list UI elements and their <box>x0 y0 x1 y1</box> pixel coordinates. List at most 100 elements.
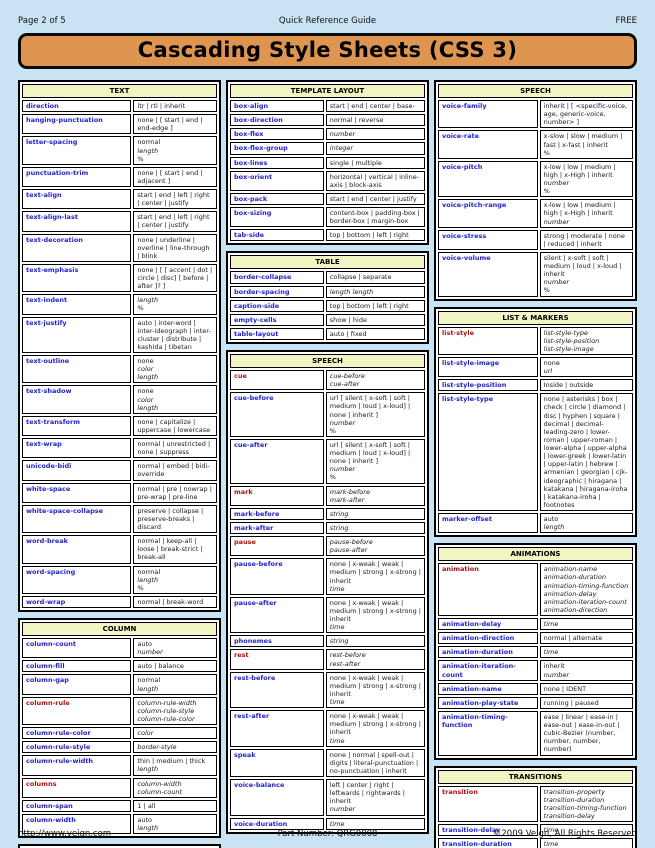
property-value-line: number <box>329 418 356 427</box>
property-value-line: time <box>329 623 345 632</box>
property-values: none color length <box>133 355 217 384</box>
property-name: mark <box>230 485 324 506</box>
property-row: mark-before string <box>230 507 425 520</box>
property-name: list-style <box>438 326 538 355</box>
property-values: string <box>325 521 425 534</box>
property-values: color <box>133 727 217 740</box>
property-values: integer <box>325 142 425 155</box>
property-row: animation-direction normal | alternate <box>438 632 633 645</box>
property-values: none | [ start | end | adjacent ] <box>133 166 217 187</box>
property-value-line: number <box>543 670 570 679</box>
property-row: transition-delay time <box>438 824 633 837</box>
property-name: box-sizing <box>230 207 324 228</box>
column-right: SPEECH voice-family inherit | [ <specific-… <box>434 80 637 848</box>
property-name: text-decoration <box>22 233 132 262</box>
property-value-line: length <box>137 765 159 774</box>
property-values: collapse | separate <box>325 271 425 284</box>
property-row: cue-after url [ silent | x-soft | soft | … <box>230 438 425 484</box>
property-values: inherit | [ <specific-voice, age, generi… <box>539 100 633 129</box>
property-value-line: % <box>329 426 336 435</box>
property-row: voice-pitch x-low | low | medium | high |… <box>438 160 633 198</box>
property-values: border-style <box>133 741 217 754</box>
property-value-line: normal | break-word <box>137 597 204 606</box>
property-name: voice-balance <box>230 779 324 816</box>
property-name: text-transform <box>22 415 132 436</box>
property-value-line: url <box>543 367 553 375</box>
property-value-line: string <box>329 637 349 646</box>
property-value-line: transition-duration <box>543 795 605 804</box>
property-name: direction <box>22 100 132 113</box>
property-value-line: length length <box>329 287 374 296</box>
property-row: column-width auto length <box>22 813 217 835</box>
section-template-layout: TEMPLATE LAYOUT box-align start | end | ce… <box>226 80 429 246</box>
property-row: column-rule-width thin | medium | thick le… <box>22 755 217 776</box>
property-row: word-wrap normal | break-word <box>22 595 217 608</box>
property-value-line: animation-name <box>543 565 598 574</box>
property-value-line: % <box>543 187 550 196</box>
property-values: none url <box>539 356 633 378</box>
property-row: animation-duration time <box>438 646 633 659</box>
property-name: box-pack <box>230 192 324 205</box>
property-name: text-shadow <box>22 385 132 414</box>
page-number: Page 2 of 5 <box>18 16 66 26</box>
property-row: box-lines single | multiple <box>230 156 425 169</box>
property-value-line: transition-timing-function <box>543 803 627 812</box>
property-values: Inside | outside <box>539 379 633 392</box>
property-values: normal | break-word <box>133 595 217 608</box>
property-row: speak none | normal | spell-out | digits … <box>230 748 425 777</box>
property-values: url [ silent | x-soft | soft | medium | … <box>325 392 425 437</box>
property-name: voice-volume <box>438 251 538 297</box>
section-title: LIST & MARKERS <box>438 310 633 325</box>
property-value-line: auto <box>137 640 153 648</box>
property-row: table-layout auto | fixed <box>230 327 425 340</box>
property-name: text-align-last <box>22 211 132 232</box>
property-row: text-align start | end | left | right | c… <box>22 189 217 210</box>
property-values: normal length% <box>133 136 217 165</box>
property-name: speak <box>230 748 324 777</box>
property-value-line: normal | embed | bidi-override <box>137 462 210 479</box>
property-name: pause <box>230 536 324 557</box>
property-name: animation-timing-function <box>438 710 538 756</box>
property-values: length length <box>325 285 425 298</box>
property-value-line: length <box>543 523 565 532</box>
property-value-line: x-low | low | medium | high | x-High | i… <box>543 201 616 218</box>
property-name: text-outline <box>22 355 132 384</box>
property-values: start | end | center | base- <box>325 100 425 113</box>
property-value-line: number <box>329 130 356 139</box>
property-values: none | x-weak | weak | medium | strong |… <box>325 558 425 595</box>
property-value-line: transition-delay <box>543 811 595 820</box>
property-row: letter-spacing normal length% <box>22 136 217 165</box>
property-name: list-style-type <box>438 393 538 511</box>
property-values: normal | embed | bidi-override <box>133 460 217 481</box>
section-text: TEXT direction ltr | rtl | inherit hanging-… <box>18 80 221 612</box>
property-value-line: length <box>137 146 159 155</box>
property-row: pause-before none | x-weak | weak | mediu… <box>230 558 425 595</box>
property-value-line: normal | alternate <box>543 634 603 643</box>
property-name: animation-duration <box>438 646 538 659</box>
property-value-line: color <box>137 365 154 374</box>
property-values: normal | reverse <box>325 114 425 127</box>
property-values: single | multiple <box>325 156 425 169</box>
property-value-line: column-rule-width <box>137 698 197 707</box>
property-value-line: length <box>137 575 159 584</box>
property-value-line: none | x-weak | weak | medium | strong |… <box>329 560 421 585</box>
property-name: cue-after <box>230 438 324 484</box>
property-value-line: length <box>137 373 159 382</box>
property-value-line: number <box>543 179 570 187</box>
property-values: auto length <box>539 513 633 534</box>
property-values: normal | unrestricted | none | suppress <box>133 438 217 459</box>
property-row: column-rule column-rule-width column-rule-… <box>22 696 217 725</box>
property-values: normal | alternate <box>539 632 633 645</box>
property-value-line: animation-timing-function <box>543 581 629 590</box>
property-row: voice-rate x-slow | slow | medium | fast … <box>438 130 633 159</box>
property-value-line: % <box>543 286 550 295</box>
property-values: ease | linear | ease-in | ease-out | eas… <box>539 710 633 756</box>
property-values: auto | inter-word | inter-ideograph | in… <box>133 316 217 353</box>
property-value-line: % <box>137 304 144 313</box>
property-value-line: start | end | center | base- <box>329 102 415 110</box>
property-value-line: Inside | outside <box>543 381 594 390</box>
property-value-line: time <box>543 840 559 848</box>
property-value-line: auto | balance <box>137 662 184 671</box>
property-name: list-style-position <box>438 379 538 392</box>
property-value-line: length <box>137 684 159 693</box>
